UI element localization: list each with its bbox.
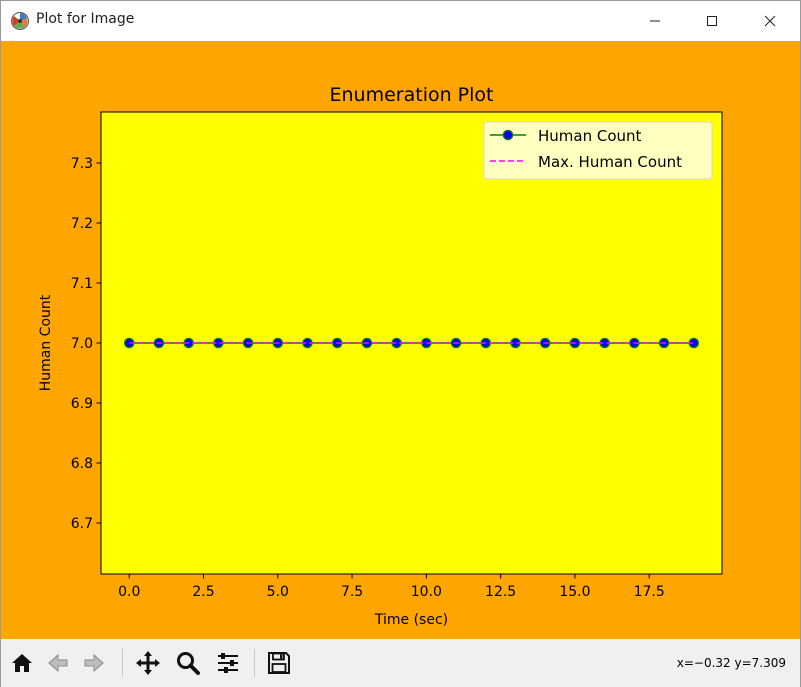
zoom-button[interactable] [173, 648, 203, 678]
forward-icon [84, 653, 104, 673]
y-tick-label: 6.8 [71, 456, 93, 472]
figure-canvas[interactable]: Enumeration Plot 0.0 2.5 5.0 7.5 10.0 12.5 15.0… [1, 41, 800, 639]
minimize-icon [650, 20, 660, 22]
y-tick-label: 7.3 [71, 156, 93, 172]
y-axis-label: Human Count [38, 294, 54, 391]
x-tick-label: 15.0 [559, 584, 590, 600]
enumeration-chart[interactable]: Enumeration Plot 0.0 2.5 5.0 7.5 10.0 12.5 15.0… [1, 41, 800, 639]
minimize-button[interactable] [632, 1, 678, 41]
y-tick-label: 7.1 [71, 276, 93, 292]
x-tick-label: 7.5 [341, 584, 363, 600]
x-tick-label: 2.5 [192, 584, 214, 600]
maximize-button[interactable] [689, 1, 735, 41]
pan-icon [136, 651, 160, 675]
y-tick-label: 6.9 [71, 396, 93, 412]
pan-button[interactable] [133, 648, 163, 678]
legend-box [483, 121, 713, 180]
y-tick-label: 7.0 [71, 336, 93, 352]
forward-button[interactable] [79, 648, 109, 678]
chart-title: Enumeration Plot [330, 84, 494, 106]
navigation-toolbar: x=−0.32 y=7.309 [1, 639, 800, 687]
x-tick-label: 0.0 [118, 584, 140, 600]
back-icon [48, 653, 68, 673]
home-button[interactable] [7, 648, 37, 678]
close-icon [764, 15, 776, 27]
close-button[interactable] [747, 1, 793, 41]
legend-label-max-human-count: Max. Human Count [538, 153, 682, 171]
configure-subplots-icon [218, 653, 238, 673]
x-axis-label: Time (sec) [374, 612, 448, 628]
save-icon [268, 652, 290, 674]
save-button[interactable] [264, 648, 294, 678]
x-tick-label: 17.5 [634, 584, 665, 600]
toolbar-separator [122, 649, 123, 677]
matplotlib-app-icon [10, 11, 30, 31]
legend-human-count-marker [502, 129, 514, 141]
x-tick-label: 10.0 [411, 584, 442, 600]
maximize-icon [707, 16, 717, 26]
toolbar-separator [254, 649, 255, 677]
x-tick-label: 5.0 [267, 584, 289, 600]
window-title: Plot for Image [36, 11, 135, 27]
back-button[interactable] [43, 648, 73, 678]
title-bar[interactable]: Plot for Image [1, 1, 800, 41]
y-tick-label: 7.2 [71, 216, 93, 232]
axes-frame [100, 111, 723, 575]
x-tick-label: 12.5 [485, 584, 516, 600]
home-icon [12, 654, 32, 672]
configure-subplots-button[interactable] [213, 648, 243, 678]
y-tick-label: 6.7 [71, 516, 93, 532]
zoom-icon [177, 652, 200, 675]
cursor-coordinates: x=−0.32 y=7.309 [676, 656, 786, 670]
legend-label-human-count: Human Count [538, 127, 642, 145]
